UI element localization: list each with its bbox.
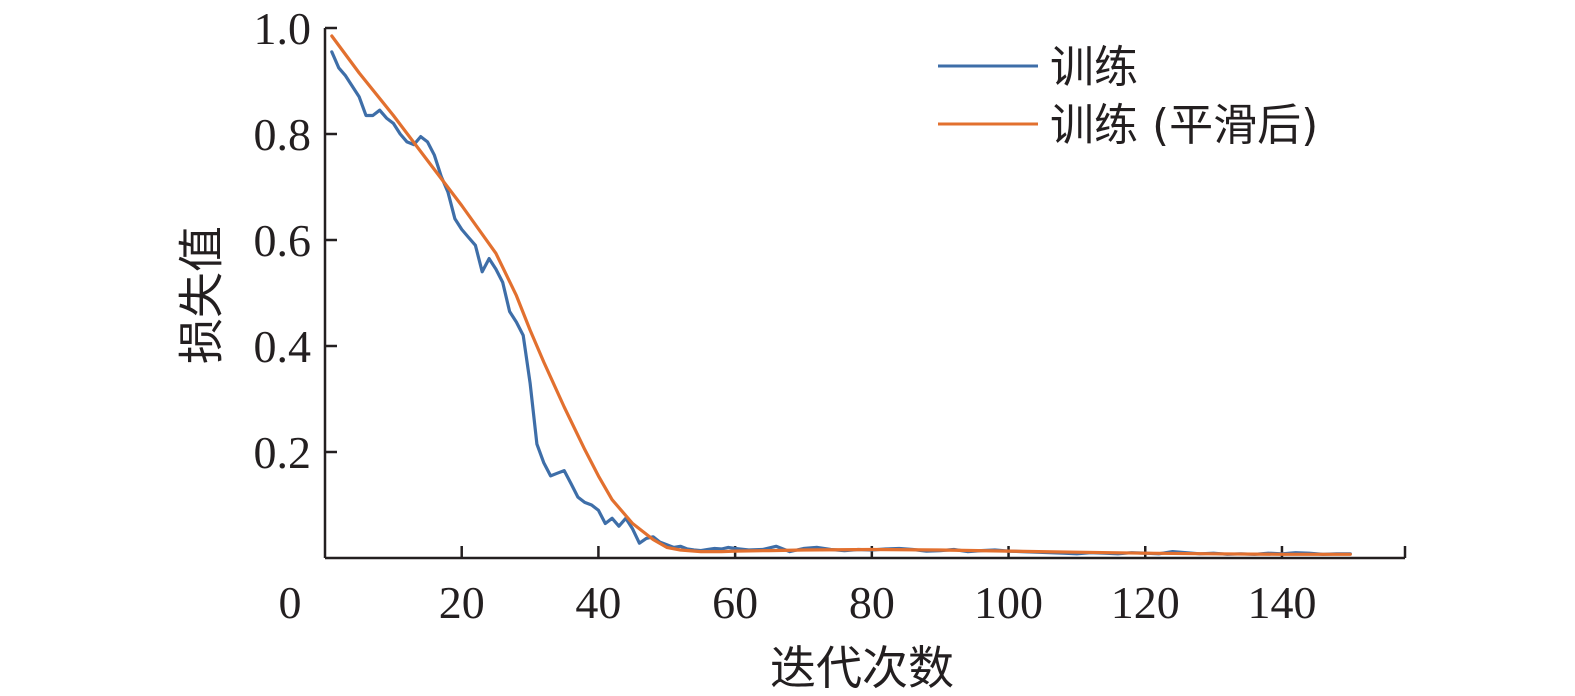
legend: 训练 训练 (平滑后) <box>938 42 1318 151</box>
x-tick-label: 120 <box>1111 577 1180 628</box>
x-axis-title: 迭代次数 <box>770 641 954 695</box>
y-tick-label: 0.2 <box>254 427 312 478</box>
x-tick-label: 0 <box>279 577 302 628</box>
legend-label-train-smoothed: 训练 (平滑后) <box>1050 100 1318 151</box>
x-tick-label: 40 <box>575 577 621 628</box>
y-axis-title: 损失值 <box>175 226 229 364</box>
x-tick-label: 140 <box>1247 577 1316 628</box>
axes <box>323 28 1405 560</box>
x-tick-label: 20 <box>439 577 485 628</box>
x-tick-label: 100 <box>974 577 1043 628</box>
x-ticks: 0 20 40 60 80 100 120 140 <box>279 546 1407 628</box>
x-tick-label: 80 <box>849 577 895 628</box>
series-lines <box>330 34 1352 556</box>
series-line-train-smoothed <box>330 34 1352 556</box>
y-tick-label: 0.4 <box>254 321 312 372</box>
legend-label-train: 训练 <box>1050 42 1138 93</box>
y-tick-label: 0.8 <box>254 109 312 160</box>
y-tick-label: 1.0 <box>254 3 312 54</box>
y-ticks: 0.2 0.4 0.6 0.8 1.0 <box>254 3 337 478</box>
x-tick-label: 60 <box>712 577 758 628</box>
y-tick-label: 0.6 <box>254 215 312 266</box>
